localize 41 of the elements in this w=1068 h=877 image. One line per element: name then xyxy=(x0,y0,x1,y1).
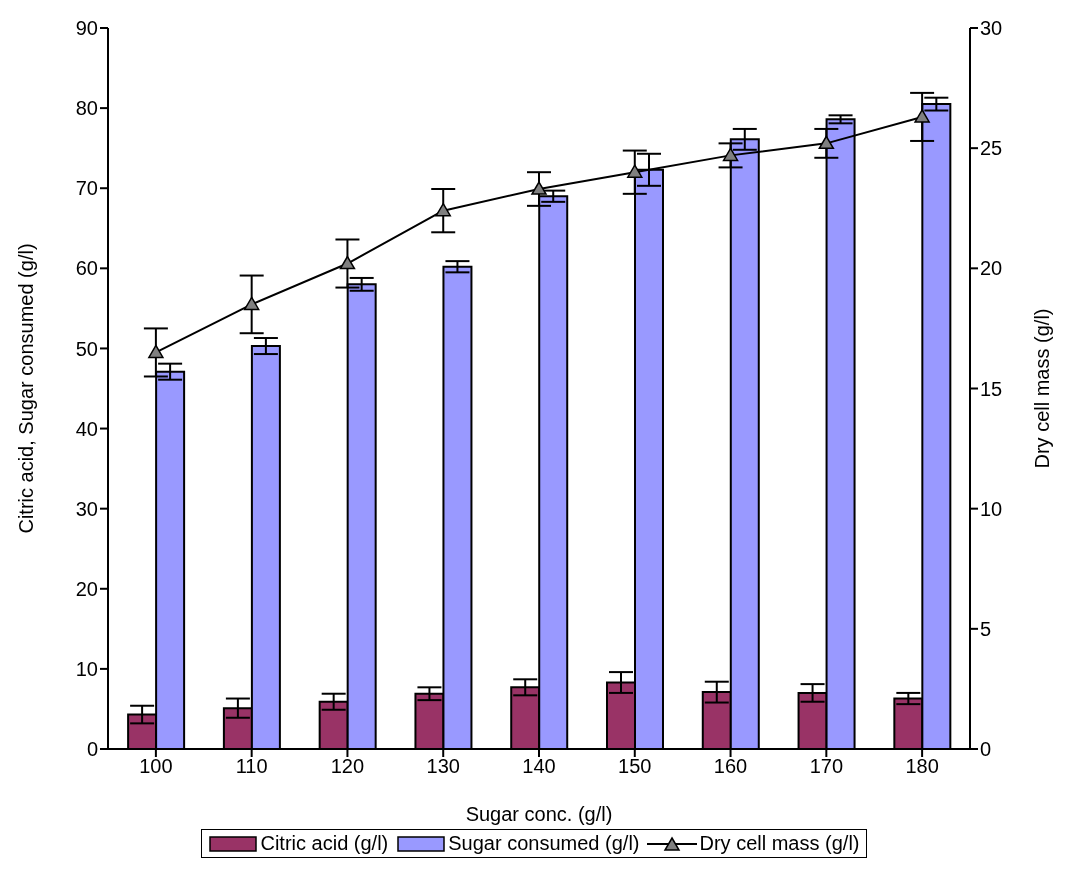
legend-label: Dry cell mass (g/l) xyxy=(699,832,860,855)
y-tick-label: 40 xyxy=(75,417,98,440)
y-tick-label: 70 xyxy=(75,177,98,200)
point xyxy=(722,147,739,162)
y-tick-label: 80 xyxy=(75,97,98,120)
y2-tick-label: 25 xyxy=(980,137,1003,160)
point xyxy=(627,164,643,178)
y2-tick-label: 0 xyxy=(980,738,992,761)
x-tick-label: 120 xyxy=(330,755,365,778)
x-tick-label: 140 xyxy=(522,755,556,778)
point xyxy=(435,202,451,217)
y-tick-label: 90 xyxy=(75,17,98,40)
y2-tick-label: 10 xyxy=(980,497,1003,520)
point xyxy=(914,109,930,123)
point xyxy=(243,296,260,311)
y-tick-label: 30 xyxy=(75,497,98,520)
y-tick-label: 20 xyxy=(75,577,98,600)
legend-label: Citric acid (g/l) xyxy=(260,832,389,855)
point xyxy=(531,181,547,195)
y-tick-label: 0 xyxy=(86,738,98,761)
point xyxy=(148,344,164,359)
y-axis-title: Citric acid, Sugar consumed (g/l) xyxy=(15,243,38,534)
y-tick-label: 10 xyxy=(75,657,98,680)
y2-tick-label: 15 xyxy=(980,377,1003,400)
x-tick-label: 130 xyxy=(426,755,460,778)
x-tick-label: 170 xyxy=(809,755,844,778)
y2-tick-label: 20 xyxy=(980,257,1003,280)
x-tick-label: 110 xyxy=(235,755,268,778)
x-tick-label: 180 xyxy=(905,755,939,778)
x-tick-label: 150 xyxy=(618,755,652,778)
point xyxy=(339,255,356,270)
x-tick-label: 100 xyxy=(139,755,173,778)
x-axis-title: Sugar conc. (g/l) xyxy=(465,803,613,825)
x-tick-label: 160 xyxy=(713,755,748,778)
y2-axis-title: Dry cell mass (g/l) xyxy=(1031,308,1054,469)
y-tick-label: 60 xyxy=(75,257,98,280)
y2-tick-label: 30 xyxy=(980,17,1003,40)
point xyxy=(818,135,835,150)
y2-tick-label: 5 xyxy=(980,617,992,640)
y-tick-label: 50 xyxy=(75,337,98,360)
legend-label: Sugar consumed (g/l) xyxy=(448,832,640,855)
